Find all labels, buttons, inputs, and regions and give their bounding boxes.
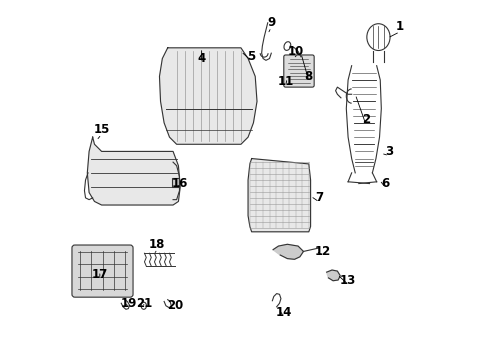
Polygon shape [87, 137, 180, 205]
Text: 3: 3 [385, 145, 392, 158]
FancyBboxPatch shape [72, 245, 133, 297]
Bar [172, 178, 179, 187]
Polygon shape [326, 270, 340, 281]
Text: 13: 13 [339, 274, 355, 287]
Text: 16: 16 [172, 177, 188, 190]
FancyBboxPatch shape [283, 55, 313, 87]
Text: 12: 12 [314, 245, 330, 258]
Polygon shape [159, 48, 257, 144]
Text: 8: 8 [304, 70, 312, 83]
Text: 17: 17 [92, 268, 108, 281]
Text: 14: 14 [275, 306, 291, 319]
Text: 1: 1 [395, 20, 403, 33]
Polygon shape [272, 244, 303, 259]
Text: 4: 4 [197, 52, 205, 65]
Text: 18: 18 [148, 238, 165, 251]
Text: 15: 15 [93, 123, 110, 136]
Text: 10: 10 [287, 45, 304, 58]
Text: 7: 7 [315, 192, 323, 204]
Text: 11: 11 [277, 75, 293, 88]
Text: 20: 20 [166, 298, 183, 311]
Text: 6: 6 [381, 177, 389, 190]
Text: 5: 5 [247, 50, 255, 63]
Text: 9: 9 [266, 16, 275, 29]
Text: 19: 19 [120, 297, 136, 310]
Text: 2: 2 [361, 113, 369, 126]
Polygon shape [247, 158, 310, 232]
Text: 21: 21 [136, 297, 152, 310]
